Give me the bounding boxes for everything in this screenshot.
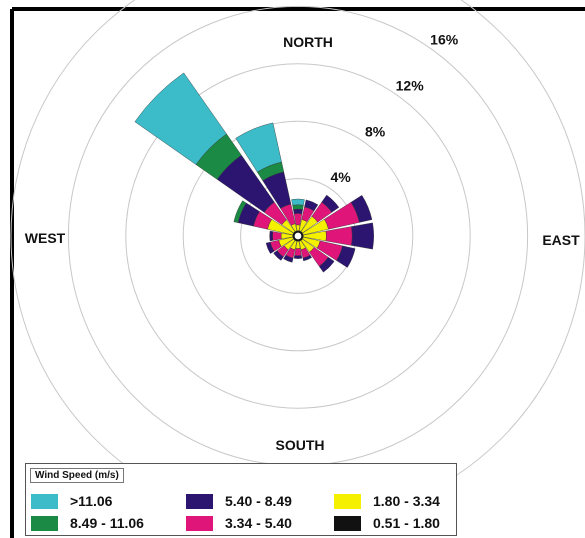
petal-s-bin-2 — [294, 248, 302, 256]
petal-ese-bin-3 — [336, 245, 356, 268]
legend-item-5-40-8-49: 5.40 - 8.49 — [186, 493, 292, 509]
ring-label: 4% — [330, 169, 351, 185]
petal-wsw-bin-3 — [265, 241, 275, 254]
petal-sw-bin-3 — [273, 250, 284, 261]
legend-swatch — [186, 515, 213, 531]
petal-nnw-bin-5 — [235, 122, 282, 173]
ring-8 — [182, 120, 414, 352]
compass-east-label: EAST — [542, 232, 580, 248]
ring-label: 8% — [365, 123, 386, 139]
petal-w-bin-3 — [269, 230, 274, 242]
ring-12 — [125, 63, 471, 409]
legend-swatch — [334, 515, 361, 531]
ring-label: 20% — [465, 0, 494, 2]
legend-item-gt-11-06: >11.06 — [31, 493, 112, 509]
petal-e-bin-3 — [351, 222, 374, 250]
petal-n-bin-5 — [291, 198, 305, 206]
petal-n-bin-4 — [292, 204, 304, 210]
ring-labels: 4% 8% 12% 16% 20% — [330, 0, 493, 185]
legend-item-1-80-3-34: 1.80 - 3.34 — [334, 493, 440, 509]
petal-ssw-bin-3 — [283, 254, 294, 263]
ring-label: 16% — [430, 32, 459, 48]
legend-label: 3.34 - 5.40 — [225, 515, 292, 531]
legend-item-3-34-5-40: 3.34 - 5.40 — [186, 515, 292, 531]
compass-west-label: WEST — [25, 230, 66, 246]
petal-sse-bin-3 — [302, 254, 312, 262]
petal-se-bin-3 — [318, 256, 335, 273]
legend-item-8-49-11-06: 8.49 - 11.06 — [31, 515, 144, 531]
petal-e-bin-2 — [325, 226, 353, 246]
calm-center — [293, 231, 303, 241]
petal-nne-bin-3 — [304, 199, 319, 212]
petal-s-bin-3 — [293, 255, 303, 259]
petal-n-bin-3 — [293, 208, 303, 214]
ring-label: 12% — [396, 77, 425, 93]
legend-label: 5.40 - 8.49 — [225, 493, 292, 509]
compass-south-label: SOUTH — [276, 437, 325, 453]
legend-label: 1.80 - 3.34 — [373, 493, 440, 509]
petals — [134, 72, 374, 273]
legend-item-0-51-1-80: 0.51 - 1.80 — [334, 515, 440, 531]
legend-title: Wind Speed (m/s) — [30, 468, 124, 483]
legend-swatch — [334, 493, 361, 509]
petal-wnw-bin-4 — [233, 200, 247, 223]
legend-swatch — [31, 493, 58, 509]
petal-nw-bin-5 — [134, 72, 227, 165]
legend: Wind Speed (m/s) >11.06 5.40 - 8.49 1.80… — [25, 463, 457, 536]
petal-ne-bin-3 — [321, 194, 340, 213]
legend-swatch — [31, 515, 58, 531]
legend-label: >11.06 — [70, 493, 113, 509]
legend-swatch — [186, 493, 213, 509]
legend-label: 0.51 - 1.80 — [373, 515, 440, 531]
legend-label: 8.49 - 11.06 — [70, 515, 144, 531]
compass-north-label: NORTH — [283, 34, 333, 50]
petal-ene-bin-3 — [350, 195, 373, 223]
petal-w-bin-2 — [272, 231, 282, 241]
